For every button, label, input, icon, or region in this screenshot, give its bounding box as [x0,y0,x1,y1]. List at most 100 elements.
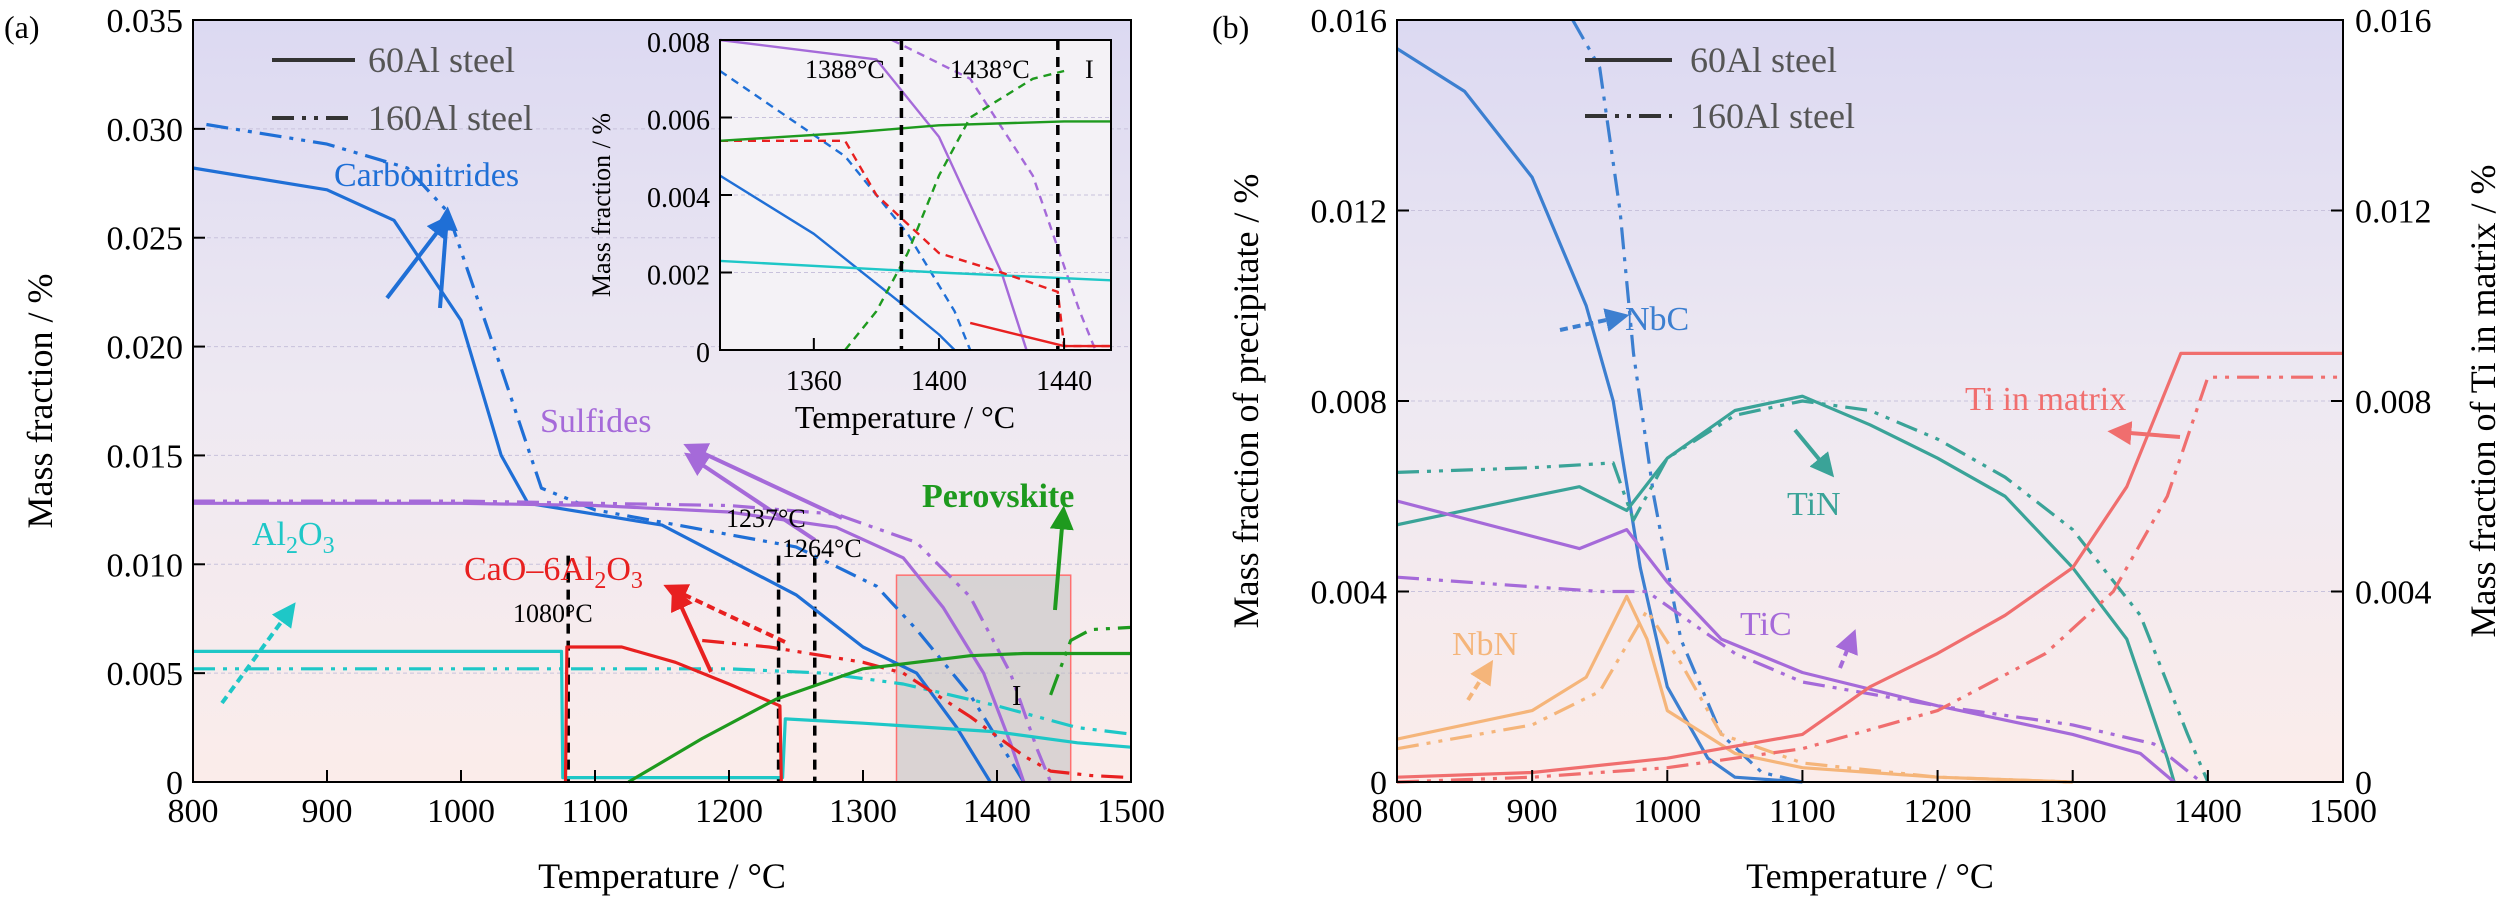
panel-a-y-ticks: 0 0.005 0.010 0.015 0.020 0.025 0.030 0.035 [107,3,205,802]
label-ti-matrix: Ti in matrix [1965,381,2126,418]
label-nbn: NbN [1452,626,1518,663]
label-perovskite: Perovskite [922,478,1074,515]
inset-y-axis-label: Mass fraction / % [587,113,616,297]
panel-a-series-sulfides-160al [193,499,1053,783]
panel-b-series-nbn-160al [1396,608,2073,784]
panel-a-y-tick-label: 0.020 [107,330,184,367]
inset-x-tick-label: 1440 [1036,366,1092,397]
arrow-cao-dashdot [663,584,786,644]
inset-y-ticks: 0 0.002 0.004 0.006 0.008 [647,28,732,369]
panel-b-series-tin-160al [1396,399,2210,783]
panel-b-series-nbc-60al [1396,47,1803,784]
inset-x-tick-label: 1400 [911,366,967,397]
panel-a-x-tick-label: 1100 [562,793,629,830]
label-nbc: NbC [1625,301,1689,338]
panel-b-y-axis-label-right: Mass fraction of Ti in matrix / % [2463,165,2503,638]
inset-y-tick-label: 0.006 [647,106,710,137]
label-al2o3: Al2O3 [252,516,335,559]
panel-b-series-ti-in-matrix-160al [1396,375,2343,784]
panel-a-x-tick-label: 800 [168,793,219,830]
label-sulfides: Sulfides [540,403,651,440]
panel-b-y-tick-label: 0.004 [1311,575,1388,612]
panel-a-series-perovskite-160al [1049,625,1132,696]
panel-a-label: (a) [4,9,40,45]
panel-b-label: (b) [1212,9,1249,45]
panel-b-y-tick-label: 0.016 [1311,3,1388,40]
panel-b-x-tick-label: 1500 [2309,793,2377,830]
panel-a-vlines [566,555,817,782]
legend-a-60al-label: 60Al steel [368,40,515,80]
inset-vline-label-1438: 1438°C [950,55,1030,84]
inset-y-tick-label: 0 [696,338,710,369]
panel-a-y-tick-label: 0.025 [107,221,184,258]
panel-b-y-tick-label: 0 [1370,765,1387,802]
arrow-carbonitrides-dashdot [433,206,458,309]
legend-a-160al-label: 160Al steel [368,98,533,138]
inset-series-line-dashed [844,69,1065,351]
panel-b-y-ticks-left: 0 0.004 0.008 0.012 0.016 [1311,3,1409,802]
panel-b-series-nbn-60al [1396,594,2073,784]
panel-a-y-tick-label: 0.035 [107,3,184,40]
label-t1080: 1080°C [513,599,593,628]
panel-a-x-tick-label: 1000 [427,793,495,830]
label-t1264: 1264°C [782,534,862,563]
arrow-tic [1835,629,1858,669]
arrow-nbn [1466,659,1494,702]
panel-b-legend: 60Al steel 160Al steel [1585,40,1855,136]
arrow-ti-matrix [2107,421,2181,446]
panel-b-x-tick-label: 800 [1372,793,1423,830]
panel-a-series-al2o3-60al [193,649,1132,780]
panel-a-x-tick-label: 1300 [829,793,897,830]
panel-b-x-axis-label: Temperature / °C [1746,856,1994,896]
panel-a-y-tick-label: 0.010 [107,547,184,584]
inset-series-line-dashed [891,38,1097,351]
panel-b-series-tin-60al [1396,394,2176,783]
panel-b-x-ticks: 800 900 1000 1100 1200 1300 1400 1500 [1372,770,2377,830]
panel-a-y-tick-label: 0.005 [107,656,184,693]
arrow-nbc [1559,308,1630,332]
panel-b-y-axis-label: Mass fraction of precipitate / % [1226,174,1266,629]
panel-b-series [1396,19,2343,784]
panel-a-x-tick-label: 1500 [1097,793,1165,830]
panel-a-x-tick-label: 1200 [695,793,763,830]
inset-series-line-solid [719,120,1111,142]
panel-b-series-nbc-160al [1571,19,1803,784]
arrow-sulfides-dashdot [683,443,843,520]
arrow-perovskite [1049,505,1074,611]
panel-b-y-ticks-right: 0 0.004 0.008 0.012 0.016 [2331,3,2432,802]
panel-a-inset: 1360 1400 1440 0 0.002 0.004 0.006 0.008 1388°… [587,28,1112,435]
arrow-cao-solid [671,586,713,673]
panel-a-series-cao-6al2o3-60al [563,645,783,783]
arrow-tin [1793,428,1835,478]
inset-y-tick-label: 0.002 [647,261,710,292]
panel-a-y-tick-label: 0 [166,765,183,802]
arrow-sulfides-solid [684,452,817,542]
inset-x-ticks: 1360 1400 1440 [786,338,1092,397]
panel-a-series-carbonitrides-160al [206,122,1026,783]
panel-b-annotation-arrows [1466,308,2181,702]
panel-a-annotation-arrows [220,206,1074,705]
panel-b-y-tick-label-right: 0.008 [2355,384,2432,421]
inset-x-tick-label: 1360 [786,366,842,397]
panel-b-series-tic-60al [1396,499,2176,784]
inset-vline-label-1388: 1388°C [805,55,885,84]
panel-b-x-tick-label: 1000 [1633,793,1701,830]
label-tic: TiC [1740,606,1792,643]
inset-x-axis-label: Temperature / °C [795,399,1015,435]
arrow-carbonitrides-solid [385,214,451,300]
legend-b-160al-label: 160Al steel [1690,96,1855,136]
panel-a-series [192,122,1132,784]
arrow-al2o3 [220,602,296,705]
panel-b-x-tick-label: 900 [1507,793,1558,830]
panel-a-gridlines [193,128,1131,674]
panel-b-x-tick-label: 1400 [2174,793,2242,830]
panel-b-y-tick-label-right: 0.004 [2355,575,2432,612]
inset-y-tick-label: 0.008 [647,28,710,59]
inset-region-label: I [1085,55,1094,84]
panel-a-series-carbonitrides-60al [192,166,992,783]
panel-a-y-tick-label: 0.015 [107,438,184,475]
label-cao-6al2o3: CaO–6Al2O3 [464,551,643,594]
panel-a-x-tick-label: 900 [302,793,353,830]
panel-b-gridlines [1397,210,2343,592]
